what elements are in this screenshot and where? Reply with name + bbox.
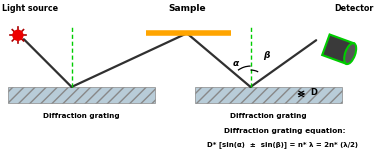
Text: D* [sin(α)  ±  sin(β)] = n* λ = 2n* (λ/2): D* [sin(α) ± sin(β)] = n* λ = 2n* (λ/2) [207, 141, 358, 148]
Bar [8, 87, 155, 103]
Text: Light source: Light source [2, 4, 58, 13]
Text: Diffraction grating: Diffraction grating [43, 113, 120, 119]
Polygon shape [322, 34, 354, 64]
Text: α: α [232, 59, 239, 68]
Text: Diffraction grating equation:: Diffraction grating equation: [224, 128, 345, 134]
Text: Diffraction grating: Diffraction grating [230, 113, 307, 119]
Text: β: β [263, 51, 270, 60]
Text: Sample: Sample [168, 4, 206, 13]
Text: D: D [310, 88, 317, 97]
Text: Detector: Detector [334, 4, 373, 13]
Circle shape [13, 30, 23, 40]
Bar [195, 87, 342, 103]
Ellipse shape [344, 43, 356, 64]
